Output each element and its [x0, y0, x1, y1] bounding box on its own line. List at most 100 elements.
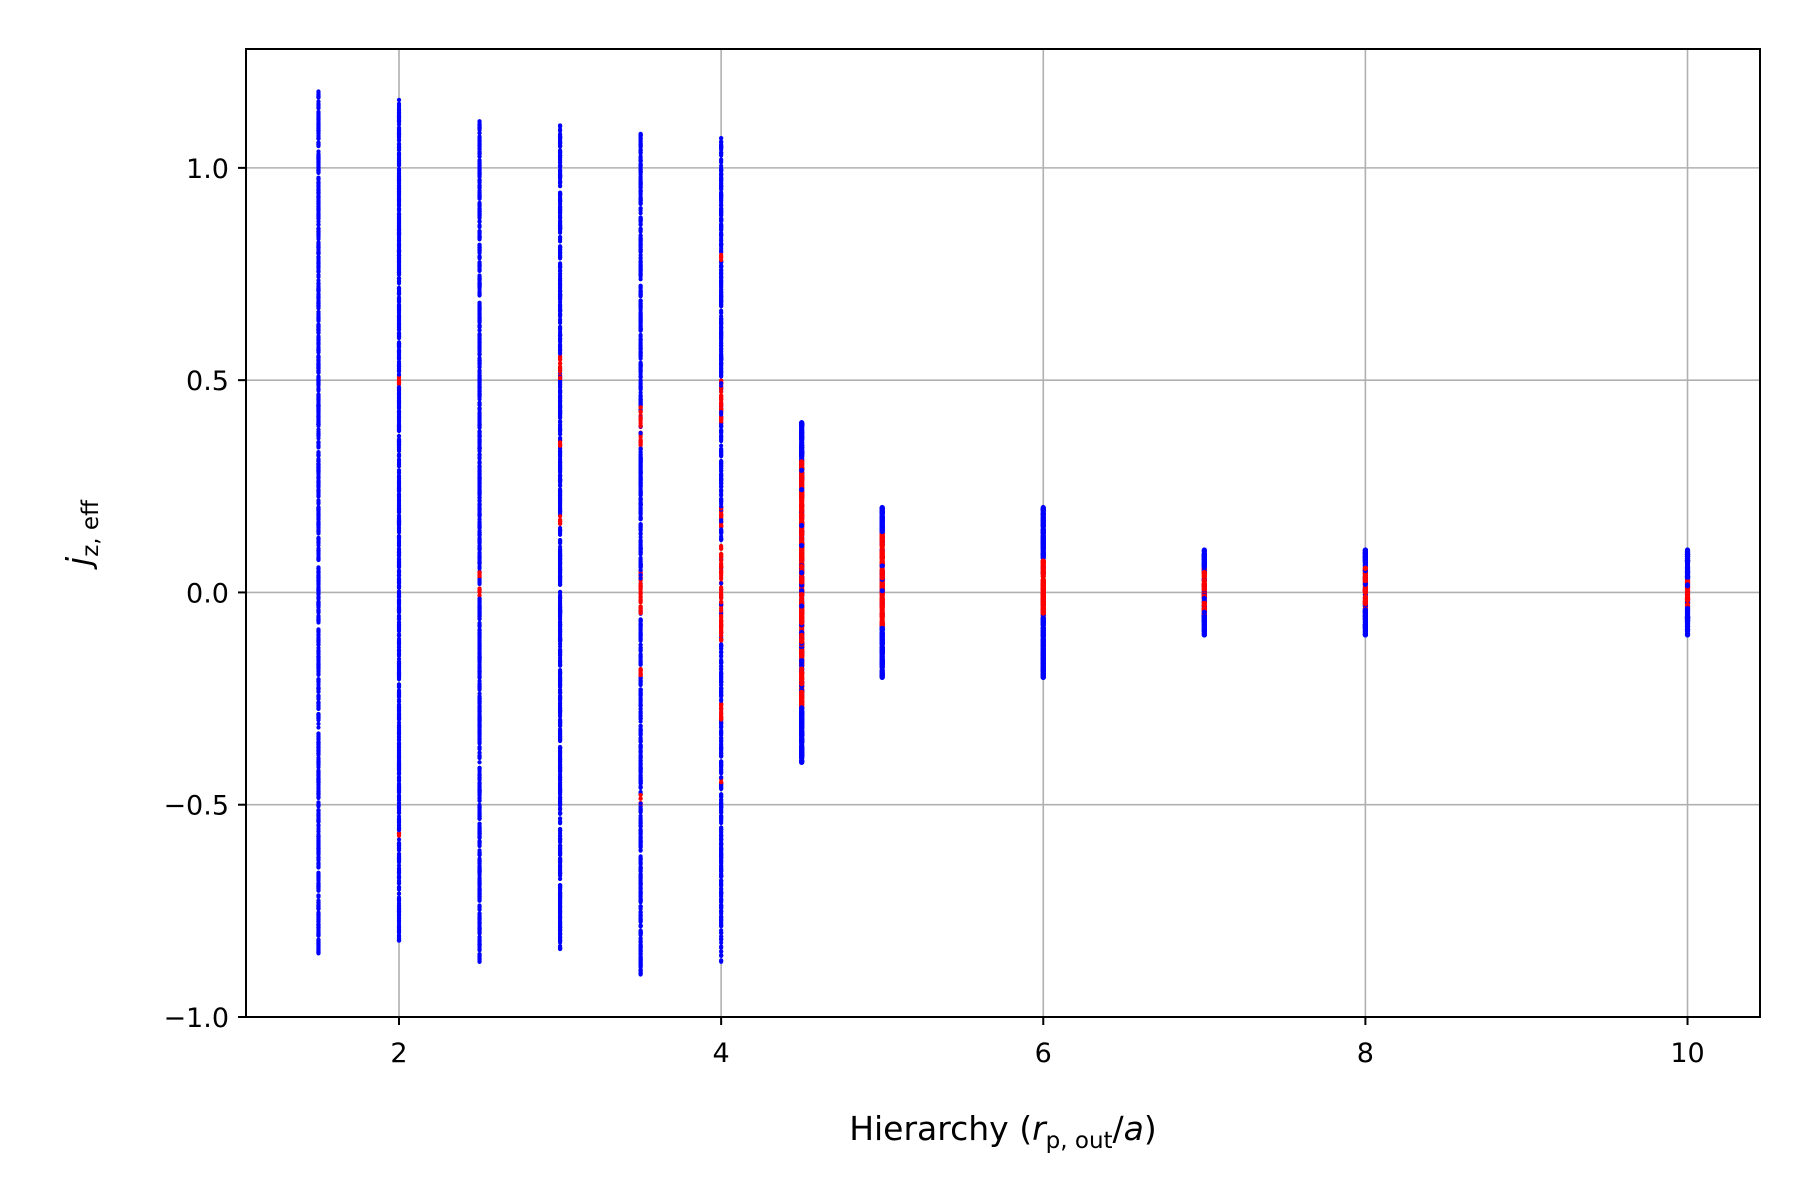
data-point — [316, 808, 321, 813]
data-point — [316, 773, 321, 778]
data-point — [638, 458, 643, 463]
data-point — [638, 347, 643, 352]
data-point — [638, 144, 643, 149]
data-point — [316, 336, 321, 341]
data-point — [719, 775, 724, 780]
data-point — [557, 912, 563, 917]
data-point — [638, 198, 643, 203]
data-point — [316, 601, 321, 607]
data-point — [638, 400, 643, 406]
data-point — [477, 530, 482, 535]
data-point — [396, 381, 402, 386]
data-point — [557, 164, 563, 169]
data-point — [557, 891, 563, 896]
data-point — [477, 466, 482, 471]
data-point — [638, 889, 643, 895]
data-point — [316, 177, 321, 182]
data-point — [396, 533, 402, 539]
data-point — [557, 601, 563, 606]
data-point — [316, 167, 321, 173]
data-point — [477, 460, 482, 466]
data-point — [477, 418, 482, 423]
data-point — [557, 780, 563, 785]
data-point — [316, 725, 321, 730]
data-point — [396, 489, 402, 494]
data-point — [557, 860, 563, 865]
data-point — [316, 689, 321, 694]
data-point — [638, 746, 643, 751]
data-point — [638, 524, 643, 530]
data-point — [638, 159, 643, 164]
data-point — [638, 327, 643, 332]
data-point — [316, 721, 321, 726]
data-point — [638, 441, 643, 446]
data-point — [316, 822, 321, 828]
data-point — [396, 699, 402, 704]
data-point — [316, 906, 321, 912]
data-point — [477, 709, 482, 714]
data-point — [316, 605, 321, 610]
data-point — [316, 102, 321, 107]
data-point — [638, 792, 643, 798]
data-point — [316, 287, 321, 292]
data-point — [396, 789, 402, 794]
data-point — [557, 502, 563, 508]
data-point — [316, 250, 321, 255]
data-point — [477, 245, 482, 250]
data-point — [638, 929, 643, 934]
data-point — [316, 209, 321, 214]
data-point — [557, 159, 563, 165]
data-point — [316, 834, 321, 839]
data-point — [316, 160, 321, 165]
data-point — [316, 685, 321, 690]
data-point — [316, 243, 321, 249]
data-point — [477, 905, 482, 910]
data-point — [557, 204, 563, 210]
data-point — [557, 325, 563, 331]
data-point — [396, 846, 402, 852]
data-point — [477, 206, 482, 211]
data-point — [477, 944, 482, 949]
data-point — [396, 198, 402, 203]
data-point — [477, 411, 482, 416]
data-point — [477, 598, 482, 603]
data-point — [396, 457, 402, 462]
data-point — [638, 594, 643, 600]
data-point — [638, 464, 643, 469]
data-point — [396, 372, 402, 377]
data-point — [477, 611, 482, 616]
data-point — [396, 742, 402, 747]
data-point — [396, 286, 402, 291]
data-point — [638, 778, 643, 783]
data-point — [316, 949, 321, 954]
data-point — [557, 293, 563, 298]
data-point — [477, 627, 482, 632]
data-point — [477, 679, 482, 684]
data-point — [638, 673, 643, 678]
data-point — [396, 632, 402, 638]
data-point — [316, 865, 321, 870]
data-point — [638, 218, 643, 223]
data-point — [316, 642, 321, 647]
data-point — [557, 612, 563, 618]
data-point — [477, 449, 482, 454]
data-point — [316, 362, 321, 367]
data-point — [396, 797, 402, 803]
data-point — [396, 556, 402, 561]
data-point — [638, 531, 643, 536]
data-point — [316, 494, 321, 499]
data-point — [316, 281, 321, 287]
data-point — [557, 557, 563, 562]
data-point — [396, 314, 402, 319]
data-point — [638, 185, 643, 190]
data-point — [638, 687, 643, 692]
data-point — [638, 801, 643, 806]
point-column-x-4 — [719, 136, 724, 964]
data-point — [316, 195, 321, 200]
data-point — [638, 692, 643, 697]
data-point — [638, 546, 643, 552]
data-point — [638, 656, 643, 661]
data-point — [719, 731, 724, 736]
data-point — [396, 447, 402, 452]
data-point — [396, 163, 402, 168]
